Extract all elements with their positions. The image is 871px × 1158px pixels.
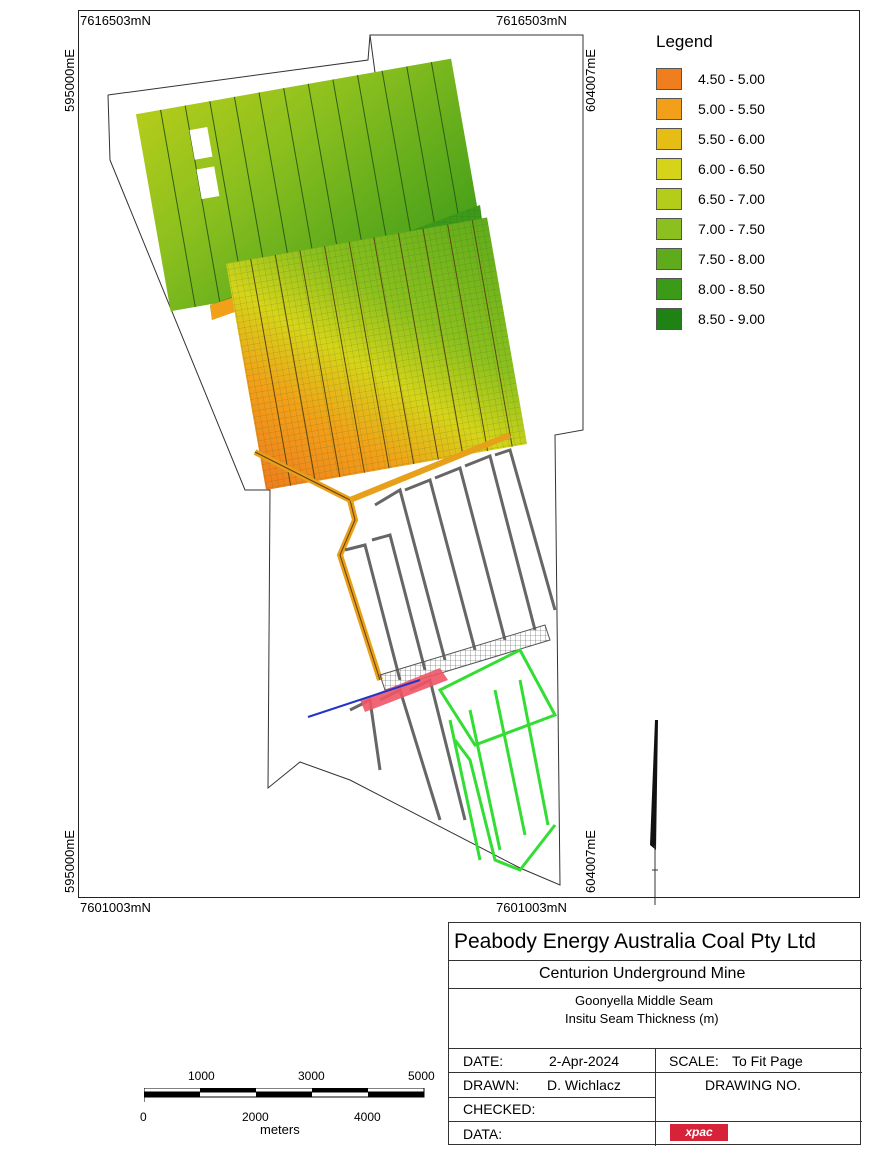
coord-top-right-northing: 7616503mN	[496, 13, 567, 28]
date-value: 2-Apr-2024	[549, 1053, 620, 1069]
scale-bottom-label: 0	[140, 1110, 147, 1124]
title-block: Peabody Energy Australia Coal Pty Ltd Ce…	[448, 922, 862, 1146]
scale-bottom-label: 4000	[354, 1110, 381, 1124]
xpac-logo: xpac	[670, 1124, 728, 1141]
legend-item: 7.00 - 7.50	[656, 214, 806, 244]
legend-item: 6.50 - 7.00	[656, 184, 806, 214]
legend-label: 6.50 - 7.00	[698, 191, 765, 207]
legend-swatch	[656, 278, 682, 300]
legend-item: 7.50 - 8.00	[656, 244, 806, 274]
checked-label: CHECKED:	[463, 1101, 536, 1117]
legend-label: 4.50 - 5.00	[698, 71, 765, 87]
legend-item: 5.50 - 6.00	[656, 124, 806, 154]
legend-label: 7.50 - 8.00	[698, 251, 765, 267]
legend-label: 5.50 - 6.00	[698, 131, 765, 147]
company-name: Peabody Energy Australia Coal Pty Ltd	[454, 930, 816, 953]
legend-label: 8.50 - 9.00	[698, 311, 765, 327]
legend-swatch	[656, 128, 682, 150]
mine-name: Centurion Underground Mine	[539, 965, 746, 982]
legend-label: 6.00 - 6.50	[698, 161, 765, 177]
data-label: DATA:	[463, 1126, 503, 1142]
coord-top-left-northing: 7616503mN	[80, 13, 151, 28]
xpac-logo-text: xpac	[685, 1125, 713, 1139]
scale-top-label: 3000	[298, 1069, 325, 1083]
legend-swatch	[656, 218, 682, 240]
legend-label: 5.00 - 5.50	[698, 101, 765, 117]
legend-label: 7.00 - 7.50	[698, 221, 765, 237]
legend-swatch	[656, 248, 682, 270]
scale-units: meters	[260, 1122, 300, 1137]
legend-item: 8.50 - 9.00	[656, 304, 806, 334]
south-panel-block	[226, 217, 527, 491]
access-drift-east	[348, 432, 512, 503]
current-panels-green	[437, 648, 558, 872]
scale-top-label: 5000	[408, 1069, 435, 1083]
legend-item: 8.00 - 8.50	[656, 274, 806, 304]
map-legend: Legend 4.50 - 5.00 5.00 - 5.50 5.50 - 6.00…	[656, 32, 806, 334]
legend-swatch	[656, 68, 682, 90]
drawn-value: D. Wichlacz	[547, 1077, 621, 1093]
coord-bottom-right-northing: 7601003mN	[496, 900, 567, 915]
seam-name: Goonyella Middle Seam	[575, 993, 714, 1008]
legend-label: 8.00 - 8.50	[698, 281, 765, 297]
scale-bottom-label: 2000	[242, 1110, 269, 1124]
scale-top-label: 1000	[188, 1069, 215, 1083]
drawing-subject: Insitu Seam Thickness (m)	[565, 1011, 719, 1026]
scale-label: SCALE:	[669, 1053, 719, 1069]
access-drift-south-edge	[254, 451, 381, 681]
legend-item: 6.00 - 6.50	[656, 154, 806, 184]
scale-value: To Fit Page	[732, 1053, 803, 1069]
legend-swatch	[656, 188, 682, 210]
north-arrow-icon	[650, 720, 658, 905]
legend-item: 5.00 - 5.50	[656, 94, 806, 124]
scale-bar: 1000 3000 5000 0 2000 4000 meters	[140, 1064, 440, 1144]
date-label: DATE:	[463, 1053, 504, 1069]
scale-bar-graphic	[144, 1088, 425, 1102]
legend-title: Legend	[656, 32, 713, 51]
drift-red	[360, 668, 448, 712]
map-frame	[78, 10, 860, 898]
drift-blue	[307, 679, 421, 718]
legend-item: 4.50 - 5.00	[656, 64, 806, 94]
legend-swatch	[656, 158, 682, 180]
cross-heading-gray	[379, 624, 551, 691]
legend-swatch	[656, 308, 682, 330]
drawing-no-label: DRAWING NO.	[705, 1077, 801, 1093]
legend-swatch	[656, 98, 682, 120]
drawn-label: DRAWN:	[463, 1077, 520, 1093]
coord-bottom-left-northing: 7601003mN	[80, 900, 151, 915]
